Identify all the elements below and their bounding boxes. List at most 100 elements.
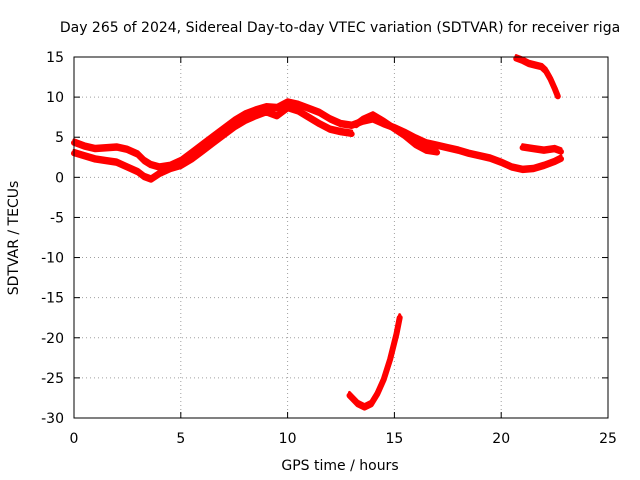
data-point	[178, 163, 184, 169]
x-tick-labels: 0 5 10 15 20 25	[70, 431, 617, 447]
data-point	[199, 149, 205, 155]
data-point	[295, 109, 301, 115]
data-point	[413, 142, 419, 148]
data-point	[82, 144, 88, 150]
tick-layer	[73, 56, 609, 419]
y-tick-label: -25	[41, 371, 64, 387]
data-point	[263, 109, 269, 115]
series-line-track-2	[71, 105, 355, 183]
data-point	[445, 146, 451, 151]
data-point	[317, 121, 323, 127]
data-point	[349, 123, 355, 129]
data-point	[434, 150, 440, 155]
data-point	[124, 147, 130, 153]
data-point	[530, 146, 536, 152]
data-point	[359, 117, 365, 123]
data-point	[498, 160, 504, 166]
data-point	[156, 171, 162, 177]
data-point	[148, 162, 154, 168]
data-point	[509, 165, 515, 171]
data-point	[124, 165, 130, 171]
data-point	[456, 148, 461, 154]
data-point	[394, 331, 399, 337]
plot-frame	[73, 56, 609, 419]
series-line-track-2-upper	[72, 103, 354, 179]
data-point	[391, 126, 397, 132]
data-point	[552, 85, 558, 91]
data-point	[189, 157, 194, 163]
data-point	[327, 117, 333, 123]
x-tick-label: 20	[492, 431, 510, 447]
data-point	[532, 63, 538, 69]
data-point	[142, 174, 147, 180]
data-point	[148, 177, 154, 183]
y-tick-label: -15	[41, 291, 64, 307]
data-point	[242, 118, 248, 124]
data-point	[423, 141, 429, 147]
data-point	[368, 401, 374, 407]
data-point	[381, 377, 387, 382]
data-point	[374, 391, 380, 397]
data-point	[253, 113, 259, 119]
data-point	[552, 159, 558, 165]
data-point	[231, 125, 237, 131]
series-line-track-1-upper	[72, 98, 563, 169]
data-point	[520, 167, 526, 173]
data-point	[353, 122, 359, 128]
y-tick-label: -5	[50, 210, 64, 226]
data-point	[543, 68, 549, 74]
chart-title: Day 265 of 2024, Sidereal Day-to-day VTE…	[60, 20, 620, 36]
y-tick-label: -10	[41, 251, 64, 267]
data-point	[477, 154, 483, 159]
data-point	[274, 113, 280, 119]
data-point	[558, 156, 564, 162]
data-point	[558, 149, 564, 155]
y-tick-label: -20	[41, 331, 64, 347]
data-point	[370, 113, 376, 119]
data-point	[355, 401, 361, 407]
x-tick-label: 10	[279, 431, 297, 447]
data-point	[541, 148, 547, 154]
data-point	[142, 158, 147, 164]
grid-layer	[74, 57, 608, 418]
data-point	[552, 146, 558, 152]
data-point	[317, 110, 323, 116]
series-line-track-5-upper	[514, 54, 560, 95]
data-point	[530, 166, 536, 172]
series-line-track-4-upper	[348, 313, 402, 407]
y-tick-label: 15	[46, 50, 64, 66]
data-point	[82, 154, 88, 159]
data-point	[103, 158, 109, 164]
data-point	[555, 93, 561, 99]
data-point	[92, 146, 98, 152]
x-tick-label: 0	[70, 431, 79, 447]
data-point	[423, 148, 429, 154]
data-point	[488, 156, 493, 162]
data-point	[103, 146, 109, 151]
series-line-track-6-upper	[521, 143, 563, 151]
x-tick-label: 15	[385, 431, 403, 447]
x-tick-label: 5	[176, 431, 185, 447]
data-point	[434, 143, 440, 149]
data-point	[539, 64, 545, 70]
data-point	[306, 106, 312, 112]
data-point	[381, 119, 387, 125]
data-point	[526, 61, 532, 67]
data-point	[349, 131, 355, 137]
series-line-track-3-upper	[354, 111, 439, 151]
data-point	[547, 76, 553, 82]
x-axis-label: GPS time / hours	[281, 458, 398, 474]
x-tick-label: 25	[599, 431, 617, 447]
y-tick-label: 5	[55, 130, 64, 146]
data-point	[114, 160, 120, 166]
data-point	[338, 121, 344, 127]
data-point	[285, 100, 291, 106]
data-point	[520, 145, 526, 151]
data-point	[397, 315, 403, 321]
data-point	[114, 145, 120, 151]
data-point	[306, 115, 312, 121]
data-point	[541, 163, 547, 169]
data-point	[221, 133, 226, 139]
